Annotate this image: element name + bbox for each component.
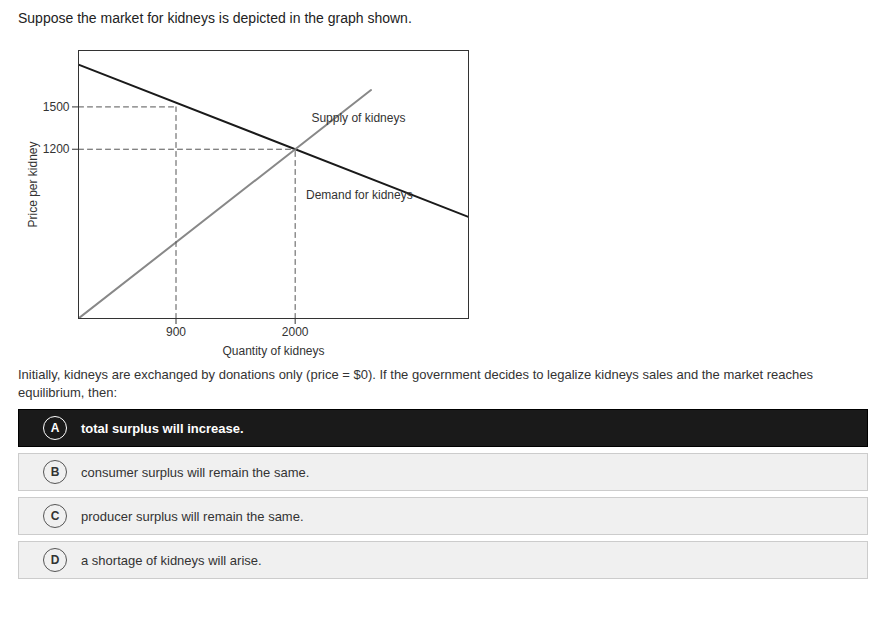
html-text:B: B xyxy=(50,465,60,480)
svg-text:Demand for kidneys: Demand for kidneys xyxy=(306,188,413,202)
svg-text:1500: 1500 xyxy=(43,100,70,114)
html-text:a shortage of kidneys will ari: a shortage of kidneys will arise. xyxy=(81,552,262,568)
svg-text:Quantity of kidneys: Quantity of kidneys xyxy=(222,344,324,358)
html-text:D: D xyxy=(50,553,60,568)
svg-text:Supply of kidneys: Supply of kidneys xyxy=(311,111,405,125)
html-text:consumer surplus will remain t: consumer surplus will remain the same. xyxy=(81,464,310,480)
html-text:C: C xyxy=(50,509,60,524)
html-text:Suppose the market for kidneys: Suppose the market for kidneys is depict… xyxy=(18,10,412,26)
svg-text:2000: 2000 xyxy=(282,325,309,339)
html-text:producer surplus will remain t: producer surplus will remain the same. xyxy=(81,508,304,524)
html-text:A: A xyxy=(50,421,60,436)
svg-text:1200: 1200 xyxy=(43,142,70,156)
html-text:Initially, kidneys are exchang: Initially, kidneys are exchanged by dona… xyxy=(18,367,813,400)
html-text:total surplus will increase.: total surplus will increase. xyxy=(81,420,244,436)
svg-text:Price per kidney: Price per kidney xyxy=(26,141,40,227)
svg-text:900: 900 xyxy=(166,325,186,339)
